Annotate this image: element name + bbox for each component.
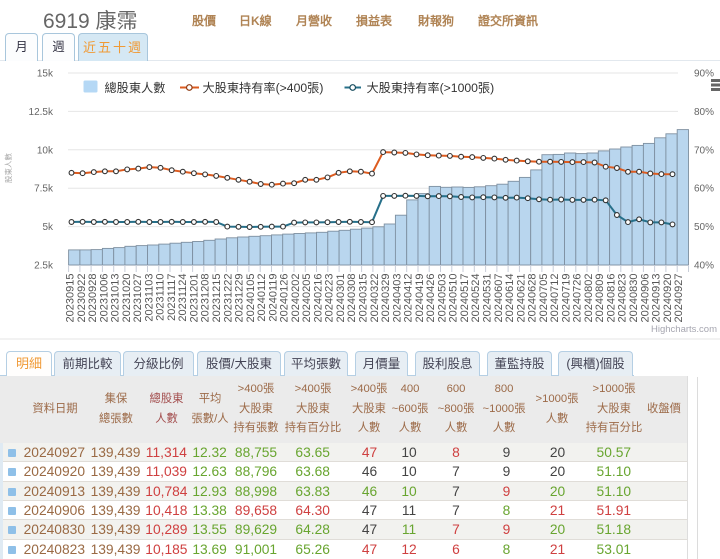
svg-text:20240419: 20240419 (414, 274, 426, 323)
svg-text:大股東持有率(>1000張): 大股東持有率(>1000張) (367, 80, 495, 95)
svg-text:15k: 15k (37, 69, 54, 80)
svg-text:20240906: 20240906 (639, 274, 651, 323)
svg-text:20240329: 20240329 (380, 274, 392, 323)
svg-text:20231006: 20231006 (98, 274, 110, 323)
svg-text:20240126: 20240126 (279, 274, 291, 323)
svg-text:20240913: 20240913 (651, 274, 663, 323)
svg-text:20240719: 20240719 (560, 274, 572, 323)
svg-text:20240426: 20240426 (425, 274, 437, 323)
svg-text:20231208: 20231208 (200, 274, 212, 323)
svg-text:20231117: 20231117 (166, 274, 178, 321)
svg-text:20240726: 20240726 (572, 274, 584, 323)
svg-text:20240621: 20240621 (515, 274, 527, 323)
svg-text:20240105: 20240105 (245, 274, 257, 323)
svg-text:20240705: 20240705 (538, 274, 550, 323)
svg-text:20231013: 20231013 (110, 274, 122, 323)
svg-text:股東人數: 股東人數 (3, 153, 13, 183)
svg-text:20231020: 20231020 (121, 274, 133, 323)
svg-text:70%: 70% (694, 145, 714, 156)
svg-text:20231110: 20231110 (155, 274, 167, 321)
svg-text:Highcharts.com: Highcharts.com (651, 324, 717, 335)
svg-text:20240223: 20240223 (324, 274, 336, 323)
svg-text:80%: 80% (694, 107, 714, 118)
svg-text:7.5k: 7.5k (34, 184, 54, 195)
svg-text:20231215: 20231215 (211, 274, 223, 323)
svg-text:20240315: 20240315 (358, 274, 370, 323)
svg-text:20240322: 20240322 (369, 274, 381, 323)
svg-text:20230922: 20230922 (76, 274, 88, 323)
svg-text:40%: 40% (694, 261, 714, 272)
svg-text:20240614: 20240614 (504, 274, 516, 323)
svg-text:20231124: 20231124 (177, 274, 189, 322)
svg-text:20240202: 20240202 (290, 274, 302, 323)
svg-text:20240112: 20240112 (256, 274, 268, 322)
svg-text:20240510: 20240510 (448, 274, 460, 323)
svg-text:2.5k: 2.5k (34, 261, 54, 272)
svg-text:20240517: 20240517 (459, 274, 471, 323)
svg-text:60%: 60% (694, 184, 714, 195)
svg-text:20240802: 20240802 (583, 274, 595, 323)
svg-text:20240927: 20240927 (673, 274, 685, 323)
svg-text:20240531: 20240531 (482, 274, 494, 323)
svg-text:20240308: 20240308 (346, 274, 358, 323)
svg-text:20240816: 20240816 (606, 274, 618, 323)
svg-text:20240830: 20240830 (628, 274, 640, 323)
svg-text:20230928: 20230928 (87, 274, 99, 323)
svg-text:20240119: 20240119 (267, 274, 279, 322)
svg-text:20240403: 20240403 (391, 274, 403, 323)
svg-text:20240607: 20240607 (493, 274, 505, 323)
svg-text:大股東持有率(>400張): 大股東持有率(>400張) (203, 80, 324, 95)
svg-text:20240216: 20240216 (312, 274, 324, 323)
svg-text:20231229: 20231229 (234, 274, 246, 323)
svg-text:20240823: 20240823 (617, 274, 629, 323)
svg-text:20240712: 20240712 (549, 274, 561, 323)
svg-text:20231222: 20231222 (222, 274, 234, 323)
svg-text:12.5k: 12.5k (29, 107, 54, 118)
svg-text:20240412: 20240412 (403, 274, 415, 323)
svg-text:20240628: 20240628 (527, 274, 539, 323)
svg-text:20240920: 20240920 (662, 274, 674, 323)
svg-text:50%: 50% (694, 222, 714, 233)
svg-text:90%: 90% (694, 69, 714, 80)
svg-text:總股東人數: 總股東人數 (105, 80, 166, 95)
svg-text:20231027: 20231027 (132, 274, 144, 323)
svg-text:20240205: 20240205 (301, 274, 313, 323)
svg-text:20240809: 20240809 (594, 274, 606, 323)
svg-text:20230915: 20230915 (65, 274, 77, 323)
svg-text:20240524: 20240524 (470, 274, 482, 323)
svg-text:20231201: 20231201 (189, 274, 201, 323)
svg-text:20240301: 20240301 (335, 274, 347, 323)
svg-text:10k: 10k (37, 145, 54, 156)
svg-text:20240503: 20240503 (436, 274, 448, 323)
svg-text:5k: 5k (42, 222, 54, 233)
svg-text:20231103: 20231103 (143, 274, 155, 322)
